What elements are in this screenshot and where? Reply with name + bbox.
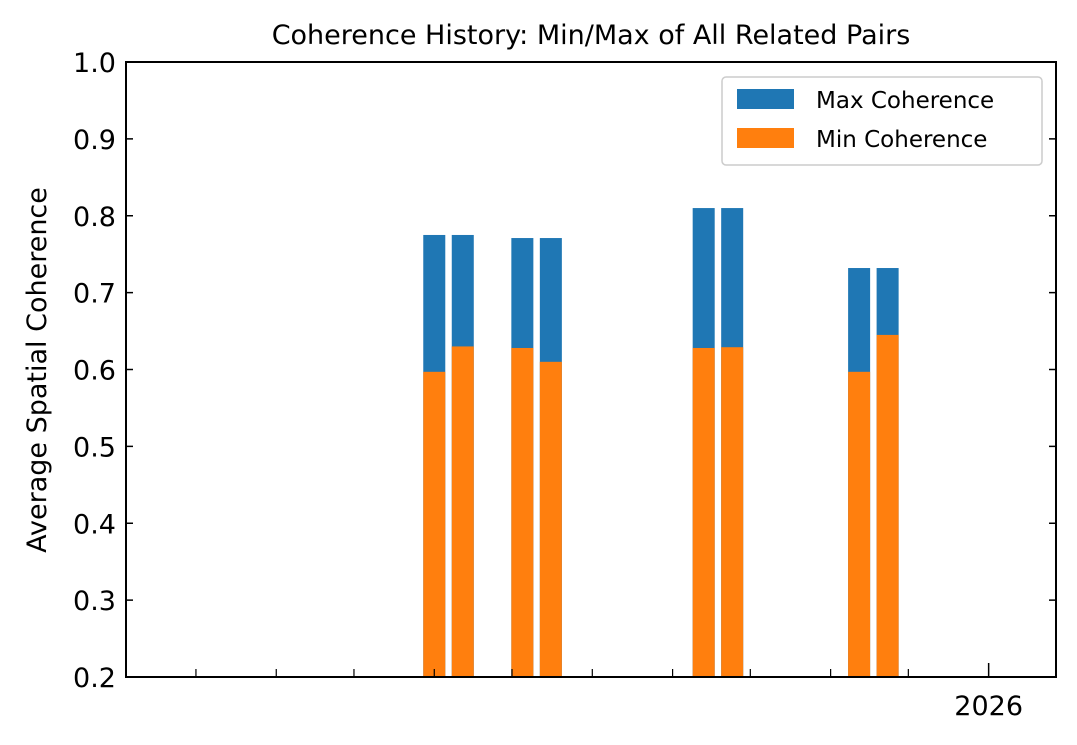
y-tick-label: 0.8 xyxy=(73,202,116,233)
legend-box xyxy=(721,76,1043,166)
bar-min xyxy=(876,334,899,677)
bar-min xyxy=(539,361,562,677)
legend-label-min: Min Coherence xyxy=(816,127,987,153)
y-tick-label: 0.4 xyxy=(73,509,116,540)
legend: Max Coherence Min Coherence xyxy=(721,76,1043,166)
bar-min xyxy=(511,347,534,677)
y-tick-label: 0.9 xyxy=(73,125,116,156)
y-tick-label: 0.3 xyxy=(73,586,116,617)
y-tick-label: 1.0 xyxy=(73,48,116,79)
x-tick-label: 2026 xyxy=(954,691,1023,722)
legend-swatch-max xyxy=(737,89,794,109)
y-tick-label: 0.7 xyxy=(73,279,116,310)
legend-swatch-min xyxy=(737,128,794,148)
bars xyxy=(423,208,899,677)
bar-min xyxy=(451,346,474,677)
y-axis-label: Average Spatial Coherence xyxy=(22,187,53,553)
bar-min xyxy=(721,347,744,677)
y-tick-label: 0.5 xyxy=(73,432,116,463)
bar-min xyxy=(423,371,446,677)
plot-frame xyxy=(125,61,1057,678)
y-tick-label: 0.6 xyxy=(73,356,116,387)
bar-min xyxy=(848,371,871,677)
legend-label-max: Max Coherence xyxy=(816,88,994,114)
chart-title: Coherence History: Min/Max of All Relate… xyxy=(272,20,911,51)
bar-min xyxy=(692,347,715,677)
ticks: 0.2 0.3 0.4 0.5 0.6 0.7 0.8 0.9 1.0 2026 xyxy=(73,48,1056,722)
y-tick-label: 0.2 xyxy=(73,663,116,694)
